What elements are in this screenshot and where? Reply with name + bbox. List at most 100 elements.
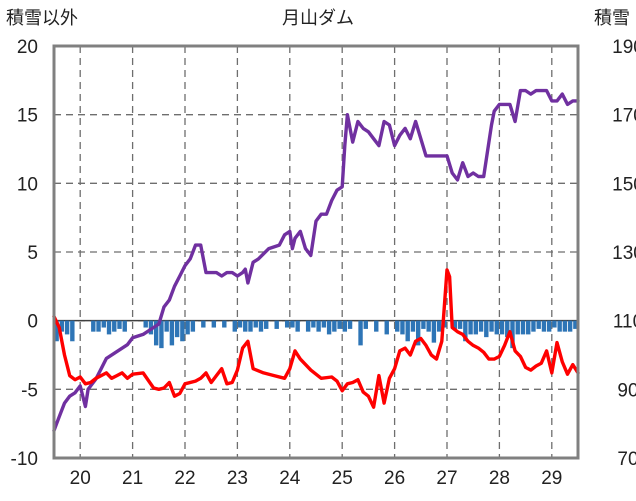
bar	[248, 320, 253, 332]
chart-title: 月山ダム	[282, 8, 354, 29]
bar	[117, 320, 122, 329]
bar	[463, 320, 468, 342]
bar	[122, 320, 127, 332]
bar	[112, 320, 117, 332]
bar	[546, 320, 552, 332]
bar	[326, 320, 332, 335]
bar	[169, 320, 175, 346]
x-tick-label: 21	[122, 468, 143, 489]
bar	[54, 320, 59, 342]
left-tick-label: 15	[17, 106, 38, 127]
bar	[153, 320, 159, 346]
bar	[431, 320, 437, 343]
bar	[526, 320, 531, 335]
bar	[363, 320, 368, 329]
bar	[274, 320, 279, 329]
bar	[473, 320, 479, 335]
bar	[101, 320, 106, 328]
bar	[531, 320, 536, 332]
plot-frame	[52, 44, 580, 460]
bar	[222, 320, 227, 328]
right-tick-label: 70	[617, 449, 636, 470]
bar	[180, 320, 185, 342]
right-axis-label: 積雪	[594, 8, 630, 29]
x-tick-label: 26	[384, 468, 405, 489]
bar	[59, 320, 65, 332]
left-tick-label: 0	[27, 312, 38, 333]
bar	[295, 320, 300, 332]
bar	[426, 320, 431, 332]
bar	[410, 320, 416, 332]
bar	[243, 320, 248, 332]
bar	[478, 320, 484, 332]
bar	[159, 320, 164, 349]
bar	[484, 320, 489, 338]
bar	[536, 320, 541, 329]
bar	[201, 320, 206, 328]
bar	[185, 320, 190, 335]
line-series-group	[52, 88, 580, 433]
bar	[499, 320, 505, 335]
snow-depth-line	[52, 88, 580, 433]
bar	[520, 320, 526, 335]
bar	[452, 320, 458, 329]
bar	[332, 320, 337, 332]
x-tick-label: 27	[436, 468, 457, 489]
bar	[457, 320, 463, 329]
bar	[557, 320, 562, 332]
bar	[70, 320, 75, 342]
bar	[384, 320, 389, 335]
bar	[415, 320, 421, 346]
bar	[91, 320, 96, 332]
bar	[253, 320, 258, 328]
x-tick-label: 29	[541, 468, 562, 489]
bar	[510, 320, 515, 349]
bar	[515, 320, 520, 335]
bar	[573, 320, 578, 329]
right-tick-label: 190	[612, 37, 636, 58]
bar	[316, 320, 321, 332]
bar	[562, 320, 568, 332]
bar	[436, 320, 442, 332]
bar	[258, 320, 264, 332]
bar	[64, 320, 70, 335]
x-tick-label: 25	[332, 468, 353, 489]
blue-bar-series	[54, 320, 578, 349]
left-axis-label: 積雪以外	[6, 8, 78, 29]
x-tick-label: 23	[227, 468, 248, 489]
bar	[395, 320, 400, 332]
bar	[164, 320, 169, 332]
bar	[400, 320, 405, 335]
right-tick-label: 90	[617, 380, 636, 401]
bar	[347, 320, 353, 329]
bar	[342, 320, 348, 332]
bar	[264, 320, 269, 329]
bar	[552, 320, 557, 328]
bar	[96, 320, 101, 332]
bar	[190, 320, 196, 332]
left-tick-label: 20	[17, 37, 38, 58]
bar	[237, 320, 243, 328]
bar	[143, 320, 148, 328]
bar	[374, 320, 379, 332]
bar	[421, 320, 426, 329]
bar	[541, 320, 547, 332]
bar	[106, 320, 112, 335]
left-tick-label: 10	[17, 174, 38, 195]
bar	[211, 320, 217, 328]
bar	[505, 320, 510, 338]
bar	[405, 320, 410, 342]
bar	[174, 320, 180, 338]
tick-labels: -10 -5 0 5 10 15 20 70 90 110 130 150 170 190 20 21 22 23…	[11, 37, 636, 489]
x-tick-label: 20	[70, 468, 91, 489]
x-tick-label: 22	[174, 468, 195, 489]
bar	[358, 320, 363, 346]
bar	[305, 320, 311, 332]
bar	[494, 320, 499, 335]
bar	[567, 320, 573, 332]
bar	[290, 320, 295, 328]
bar	[284, 320, 290, 328]
bar	[321, 320, 327, 328]
left-tick-label: -5	[21, 380, 38, 401]
